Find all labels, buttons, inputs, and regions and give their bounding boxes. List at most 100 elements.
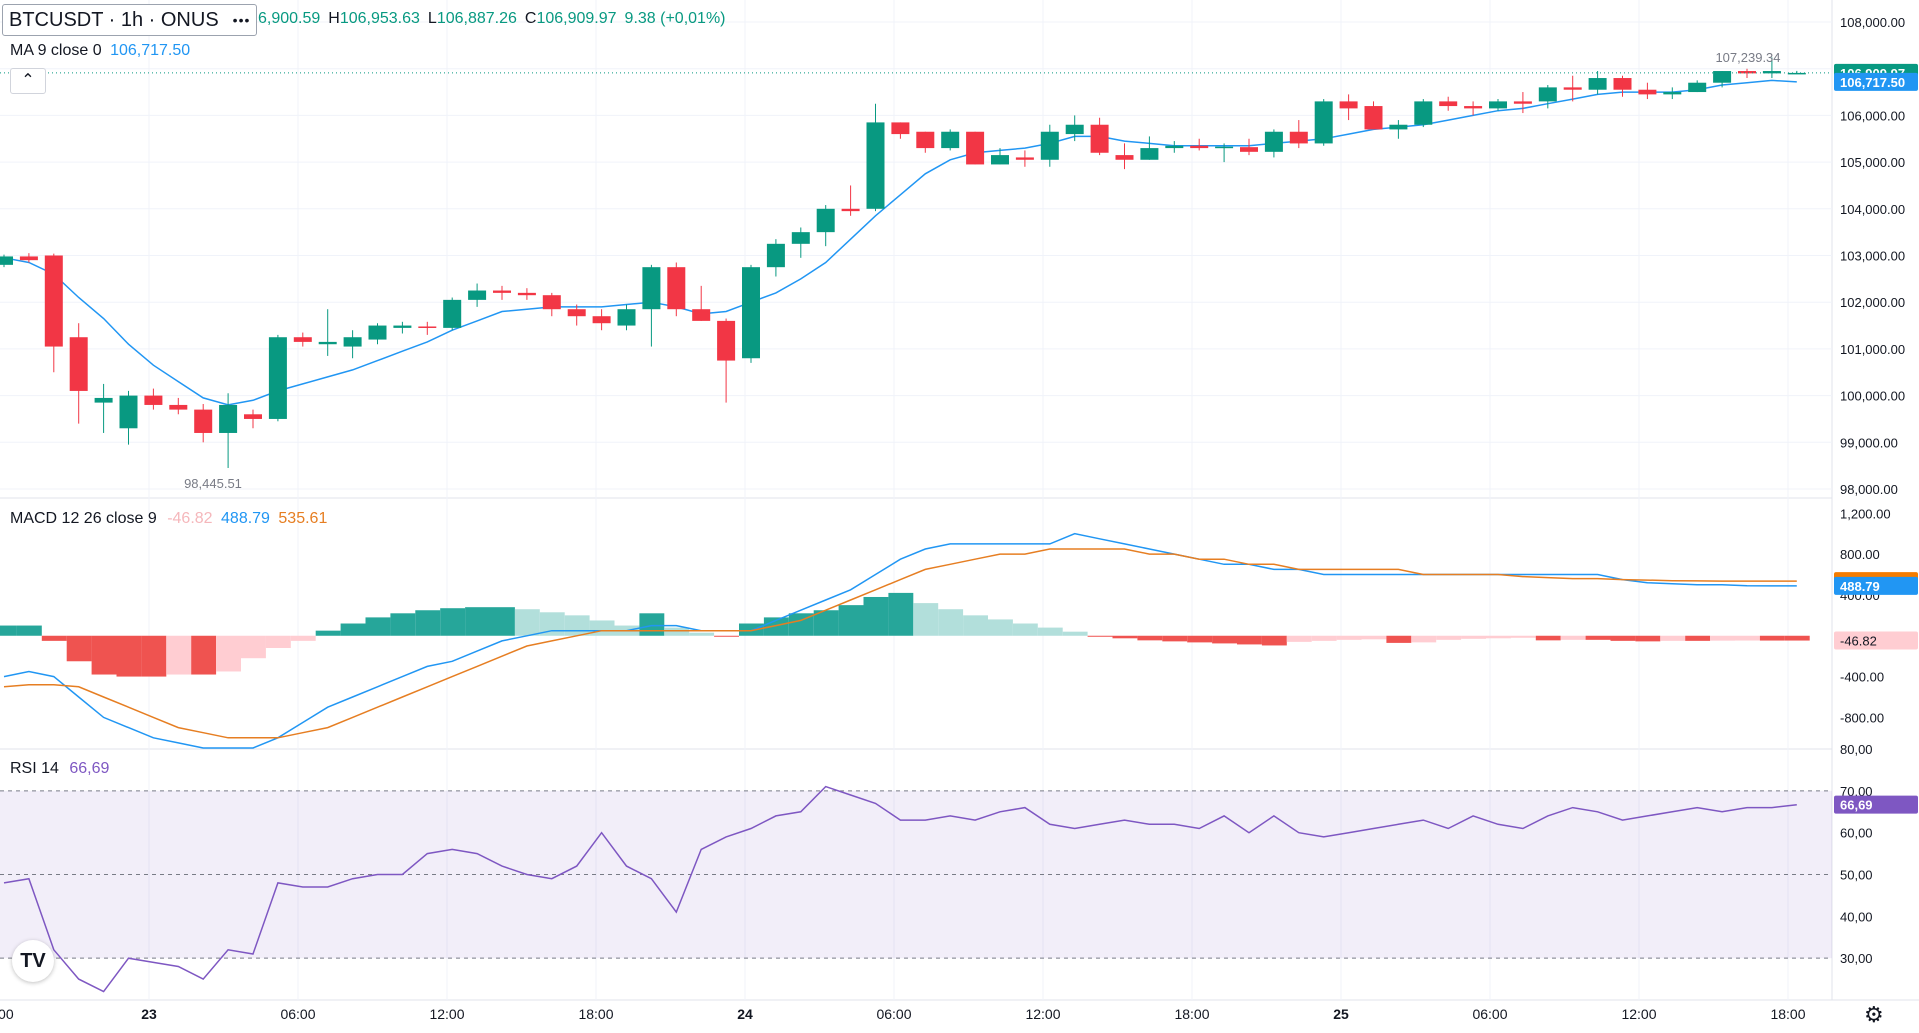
low-label: L	[427, 10, 437, 27]
candle-body	[542, 295, 561, 310]
candle-body	[1513, 101, 1532, 104]
macd-hist-bar	[689, 632, 715, 636]
macd-hist-bar	[714, 635, 739, 637]
macd-hist-bar	[1610, 635, 1636, 641]
time-tick-label: 12:00	[1025, 1006, 1060, 1022]
rsi-tag-bg	[1834, 795, 1918, 814]
candle-body	[517, 292, 536, 296]
macd-hist-bar	[1137, 635, 1163, 641]
macd-hist-bar	[539, 612, 565, 636]
time-tick-label: 8:00	[0, 1006, 14, 1022]
time-tick-label: 06:00	[280, 1006, 315, 1022]
time-tick-label: 18:00	[1770, 1006, 1805, 1022]
ma-legend[interactable]: MA 9 close 0 106,717.50	[10, 42, 190, 60]
candle-body	[1464, 106, 1483, 109]
candle-body	[891, 122, 910, 135]
macd-line-tag-bg	[1834, 576, 1918, 595]
macd-hist-bar	[1237, 635, 1262, 645]
macd-tick-label: -400.00	[1840, 670, 1884, 685]
macd-hist-value: -46.82	[167, 510, 213, 527]
candle-body	[742, 267, 760, 359]
candle-body	[1762, 71, 1781, 74]
macd-hist-bar	[1361, 635, 1387, 640]
candle-body	[1663, 92, 1682, 95]
macd-hist-bar	[639, 613, 665, 636]
candle-body	[1638, 89, 1657, 95]
macd-hist-bar	[1461, 635, 1486, 639]
macd-hist-bar	[863, 596, 889, 636]
symbol-label: BTCUSDT · 1h · ONUS	[9, 8, 219, 31]
settings-gear-icon[interactable]: ⚙	[1864, 1002, 1884, 1027]
candle-body	[1065, 124, 1084, 135]
rsi-tick-label: 60,00	[1840, 826, 1873, 841]
macd-tick-label: 1,200.00	[1840, 506, 1891, 521]
collapse-legend-button[interactable]: ⌃	[10, 68, 46, 94]
macd-hist-bar	[141, 635, 167, 677]
time-tick-label: 12:00	[429, 1006, 464, 1022]
macd-hist-bar	[1560, 635, 1586, 640]
macd-hist-bar	[340, 623, 366, 636]
candle-body	[692, 309, 711, 321]
macd-legend[interactable]: MACD 12 26 close 9 -46.82 488.79 535.61	[10, 510, 327, 528]
candle-body	[1190, 145, 1209, 149]
macd-hist-bar	[1411, 635, 1437, 643]
candle-body	[1165, 145, 1184, 149]
price-tick-label: 105,000.00	[1840, 155, 1905, 170]
rsi-tick-label: 50,00	[1840, 868, 1873, 883]
macd-hist-bar	[465, 607, 490, 636]
candle-body	[318, 341, 337, 345]
candle-body	[493, 290, 511, 293]
macd-hist-bar	[166, 635, 192, 675]
macd-hist-bar	[1012, 623, 1038, 636]
candle-body	[393, 325, 412, 328]
candle-body	[1015, 157, 1034, 160]
time-tick-label: 06:00	[1472, 1006, 1507, 1022]
macd-hist-bar	[390, 613, 416, 636]
rsi-tag: 66,69	[1840, 798, 1873, 813]
macd-hist-bar	[191, 635, 217, 675]
macd-tick-label: -800.00	[1840, 710, 1884, 725]
tradingview-logo-icon[interactable]: TV	[12, 940, 54, 982]
candle-body	[1339, 101, 1358, 109]
rsi-tick-label: 70,00	[1840, 784, 1873, 799]
macd-hist-bar	[1710, 635, 1735, 641]
macd-hist-bar	[788, 613, 814, 636]
ma-value: 106,717.50	[110, 42, 191, 59]
high-label: H	[328, 10, 340, 27]
candle-body	[1738, 71, 1756, 74]
candle-body	[1140, 148, 1159, 160]
candle-body	[1787, 72, 1806, 75]
time-tick-label: 24	[737, 1006, 753, 1022]
macd-hist-bar	[988, 619, 1013, 636]
candle-body	[244, 414, 262, 419]
candle-body	[1439, 101, 1458, 107]
candle-body	[717, 320, 736, 361]
close-label: C	[524, 10, 537, 27]
macd-hist-bar	[1735, 635, 1760, 641]
close-value: 106,909.97	[536, 10, 617, 27]
macd-hist-bar	[1535, 635, 1561, 641]
macd-hist-bar	[216, 635, 241, 672]
candle-body	[1090, 124, 1109, 153]
candle-body	[368, 325, 387, 340]
candle-body	[642, 267, 661, 310]
symbol-button[interactable]: BTCUSDT · 1h · ONUS •••	[2, 4, 258, 36]
more-dots-icon[interactable]: •••	[232, 12, 251, 28]
candle-body	[1538, 87, 1557, 102]
macd-hist-tag-bg	[1834, 631, 1918, 650]
rsi-legend[interactable]: RSI 14 66,69	[10, 760, 109, 778]
candle-body	[866, 122, 885, 209]
macd-hist-bar	[1660, 635, 1686, 641]
ohlc-legend: 6,900.59 H106,953.63 L106,887.26 C106,909.9…	[258, 10, 726, 28]
time-tick-label: 06:00	[876, 1006, 911, 1022]
candle-body	[119, 395, 138, 429]
ma-price-tag: 106,717.50	[1840, 75, 1905, 90]
macd-hist-bar	[1685, 635, 1711, 641]
candle-body	[268, 337, 287, 419]
candle-body	[966, 131, 985, 165]
candle-body	[1414, 101, 1433, 125]
candle-body	[841, 208, 860, 212]
candle-body	[791, 232, 810, 244]
